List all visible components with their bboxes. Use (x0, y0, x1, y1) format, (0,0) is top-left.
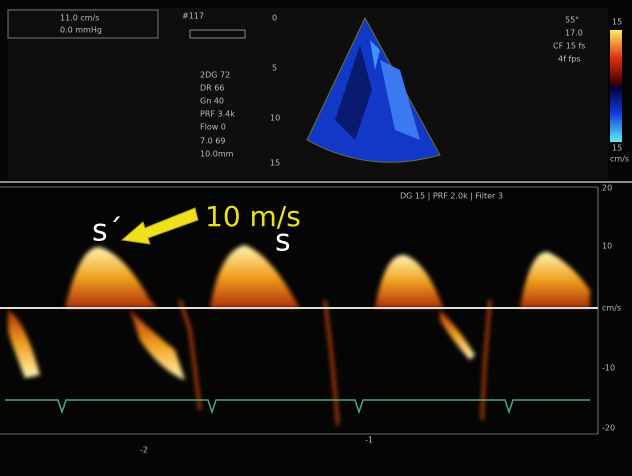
param: 10.0mm (200, 150, 234, 159)
color-bar-label: 15 (612, 18, 622, 27)
scale-text: 11.0 cm/s (60, 14, 99, 23)
depth-label: 10 (270, 114, 280, 123)
annotation: s´ (92, 214, 123, 249)
param: Flow 0 (200, 123, 226, 132)
doppler-settings: DG 15 | PRF 2.0k | Filter 3 (400, 192, 503, 201)
annotation: s (275, 224, 291, 259)
setting: 17.0 (565, 29, 583, 38)
setting: 4f fps (558, 55, 581, 64)
velocity-label: 10 (602, 242, 612, 251)
frame-number: #117 (182, 12, 204, 21)
color-bar-unit: cm/s (610, 155, 629, 164)
param: PRF 3.4k (200, 110, 235, 119)
color-bar (610, 30, 622, 142)
depth-label: 5 (272, 64, 277, 73)
param: 2DG 72 (200, 71, 230, 80)
time-label: -1 (365, 436, 373, 445)
param: DR 66 (200, 84, 224, 93)
velocity-label: 20 (602, 184, 612, 193)
color-bar-label: 15 (612, 144, 622, 153)
setting: CF 15 fs (553, 42, 585, 51)
velocity-label: -20 (602, 424, 615, 433)
scale-text: 0.0 mmHg (60, 26, 102, 35)
setting: 55° (565, 16, 579, 25)
time-label: -2 (140, 446, 148, 455)
param: Gn 40 (200, 97, 224, 106)
depth-label: 0 (272, 14, 277, 23)
ultrasound-screen: 11.0 cm/s 0.0 mmHg #117 2DG 72 DR 66 Gn … (0, 0, 632, 476)
velocity-label: -10 (602, 364, 615, 373)
depth-label: 15 (270, 159, 280, 168)
param: 7.0 69 (200, 137, 225, 146)
velocity-unit: cm/s (602, 304, 621, 313)
